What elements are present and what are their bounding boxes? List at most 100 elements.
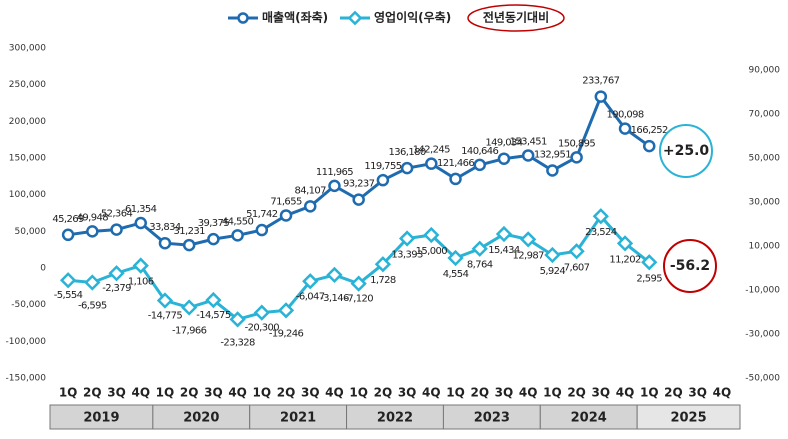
value-label: 39,375	[198, 218, 230, 229]
value-label: 61,354	[125, 204, 157, 215]
point	[471, 240, 488, 257]
value-label: 132,951	[534, 150, 571, 161]
value-label: -2,379	[102, 283, 131, 294]
x-tick-label: 4Q	[713, 386, 732, 400]
point	[520, 231, 537, 248]
year-label: 2023	[474, 411, 510, 426]
legend-label: 영업이익(우축)	[374, 10, 451, 25]
point	[495, 225, 513, 243]
point	[497, 152, 511, 165]
x-tick-label: 1Q	[59, 386, 78, 400]
x-tick-label: 2Q	[83, 386, 102, 400]
legend-marker	[347, 10, 363, 26]
y-tick-label: 150,000	[9, 154, 46, 164]
y2-tick-label: -30,000	[745, 330, 780, 340]
value-label: 1,728	[370, 275, 396, 286]
point	[132, 257, 149, 274]
y2-tick-label: 90,000	[749, 66, 781, 76]
x-tick-label: 1Q	[349, 386, 368, 400]
point	[158, 236, 172, 250]
year-label: 2025	[670, 411, 706, 426]
year-label: 2024	[571, 411, 607, 426]
point	[205, 291, 222, 309]
point	[425, 157, 438, 170]
point	[398, 230, 416, 247]
value-label: 140,646	[461, 146, 498, 157]
point	[594, 90, 608, 103]
value-label: -3,146	[320, 293, 349, 304]
x-tick-label: 3Q	[398, 386, 417, 400]
value-label: -14,775	[148, 311, 183, 322]
point	[449, 172, 462, 186]
y-tick-label: 200,000	[9, 117, 46, 127]
annotation-ring	[659, 124, 713, 178]
year-cell	[539, 404, 638, 430]
point	[400, 161, 414, 175]
value-label: 8,764	[467, 260, 493, 271]
x-tick-label: 2Q	[277, 386, 296, 400]
year-label: 2022	[377, 411, 413, 426]
x-tick-label: 1Q	[156, 386, 175, 400]
point	[182, 238, 196, 252]
y-tick-label: 50,000	[15, 227, 47, 237]
y2-tick-label: -10,000	[745, 286, 780, 296]
point	[423, 226, 440, 244]
x-tick-label: 4Q	[325, 386, 344, 400]
point	[521, 149, 535, 162]
point	[592, 208, 609, 225]
point	[352, 193, 365, 206]
y-tick-label: 250,000	[9, 80, 46, 90]
value-label: 149,034	[485, 138, 522, 149]
point	[568, 243, 585, 260]
year-label: 2019	[83, 411, 119, 426]
year-cell	[152, 404, 251, 430]
y2-tick-label: 70,000	[749, 110, 781, 120]
value-label: 84,107	[295, 185, 327, 196]
legend-label: 매출액(좌축)	[262, 10, 328, 25]
point	[643, 139, 656, 153]
year-cell	[636, 404, 741, 430]
point	[207, 232, 220, 246]
x-tick-label: 4Q	[228, 386, 247, 400]
value-label: 71,655	[270, 196, 302, 207]
point	[277, 302, 295, 319]
point	[350, 275, 367, 292]
value-label: -20,300	[245, 323, 280, 334]
value-label: 190,098	[606, 110, 643, 121]
value-label: 12,987	[512, 250, 544, 261]
y-tick-label: 100,000	[9, 190, 46, 200]
value-label: -6,047	[296, 291, 325, 302]
point	[59, 272, 77, 289]
x-tick-label: 1Q	[543, 386, 562, 400]
value-label: -7,120	[344, 294, 373, 305]
point	[546, 164, 559, 177]
point	[156, 292, 174, 309]
point	[302, 273, 319, 290]
year-label: 2021	[280, 411, 316, 426]
x-tick-label: 3Q	[592, 386, 611, 400]
value-label: 7,607	[564, 262, 590, 273]
value-label: 111,965	[316, 167, 353, 178]
x-tick-label: 4Q	[131, 386, 150, 400]
year-cell	[442, 404, 541, 430]
annotation: -56.2	[670, 258, 710, 274]
x-tick-label: 4Q	[422, 386, 441, 400]
value-label: 1,106	[128, 277, 154, 288]
value-label: 136,180	[389, 147, 426, 158]
value-label: -23,328	[220, 337, 255, 348]
point	[641, 254, 658, 271]
value-label: 33,834	[149, 222, 181, 233]
x-tick-label: 1Q	[446, 386, 465, 400]
year-cell	[49, 404, 154, 430]
value-label: 23,524	[585, 227, 617, 238]
year-label: 2020	[183, 411, 219, 426]
value-label: 31,231	[173, 226, 205, 237]
value-label: 51,742	[246, 209, 278, 220]
point	[447, 249, 464, 267]
point	[279, 209, 293, 222]
value-label: 121,466	[437, 158, 474, 169]
y-tick-label: -100,000	[6, 337, 47, 347]
point	[544, 246, 561, 264]
x-tick-label: 2Q	[470, 386, 489, 400]
